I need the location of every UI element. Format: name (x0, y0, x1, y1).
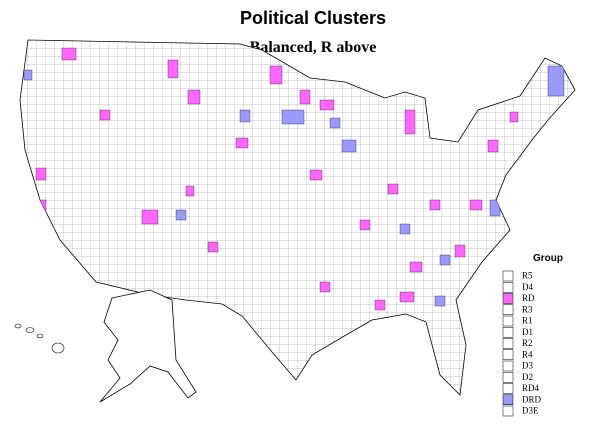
legend-swatch (502, 338, 514, 349)
legend-swatch (502, 270, 514, 282)
map-title: Political Clusters (240, 8, 386, 28)
rd-counties (35, 47, 519, 311)
hawaii (14, 323, 65, 354)
legend-swatch (502, 372, 514, 383)
legend-label: D3E (522, 406, 539, 416)
drd-counties (23, 65, 565, 307)
legend-label: R2 (522, 338, 533, 348)
legend-label: DRD (522, 394, 542, 404)
legend-swatch (502, 383, 514, 394)
legend-label: R4 (522, 349, 533, 359)
legend-label: R5 (522, 271, 533, 281)
legend-swatch (502, 293, 514, 304)
legend-swatch (502, 360, 514, 372)
legend-swatch (502, 394, 514, 405)
map-subtitle: Balanced, R above (250, 39, 377, 56)
legend-label: R3 (522, 304, 533, 314)
legend-label: D3 (522, 361, 533, 371)
legend-swatch (502, 304, 514, 315)
legend-label: D4 (522, 282, 533, 292)
legend-label: D1 (522, 327, 533, 337)
legend-swatch (502, 315, 514, 327)
legend-label: D2 (522, 372, 533, 382)
legend-swatch (502, 282, 514, 293)
legend-swatch (502, 349, 514, 360)
legend-swatch (502, 405, 514, 417)
legend-swatch (502, 327, 514, 338)
legend-title: Group (533, 253, 563, 264)
legend-label: R1 (522, 316, 533, 326)
alaska (99, 289, 197, 403)
legend-label: RD (522, 293, 535, 303)
legend-label: RD4 (522, 383, 540, 393)
